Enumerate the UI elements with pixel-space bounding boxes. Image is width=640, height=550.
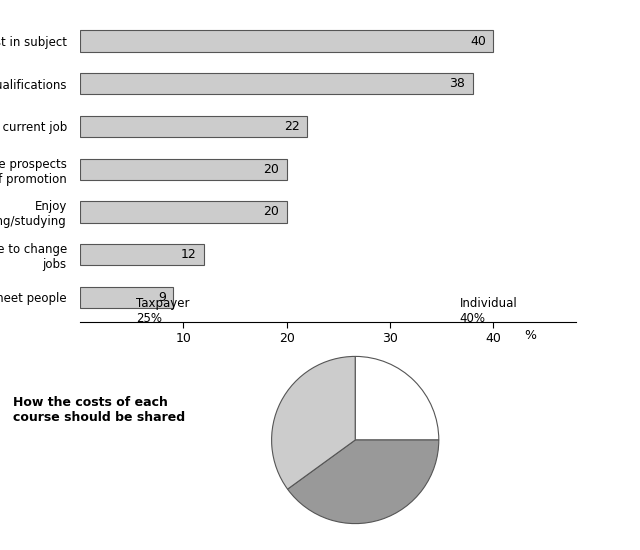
Text: 40: 40 [470,35,486,47]
Wedge shape [271,356,355,489]
Wedge shape [287,440,439,524]
Bar [80,287,173,308]
Text: %: % [524,329,536,342]
Text: 22: 22 [284,120,300,133]
Text: 38: 38 [449,77,465,90]
Bar [80,158,287,180]
Bar [80,201,287,223]
Bar [80,30,493,52]
Wedge shape [355,356,439,440]
Text: How the costs of each
course should be shared: How the costs of each course should be s… [13,396,185,424]
Bar [80,244,204,265]
Text: 9: 9 [158,291,166,304]
Text: Taxpayer
25%: Taxpayer 25% [136,297,189,325]
Text: 12: 12 [181,248,196,261]
Bar [80,116,307,137]
Text: 20: 20 [264,205,280,218]
Text: Individual
40%: Individual 40% [460,297,518,325]
Bar [80,73,473,95]
Text: 20: 20 [264,163,280,175]
